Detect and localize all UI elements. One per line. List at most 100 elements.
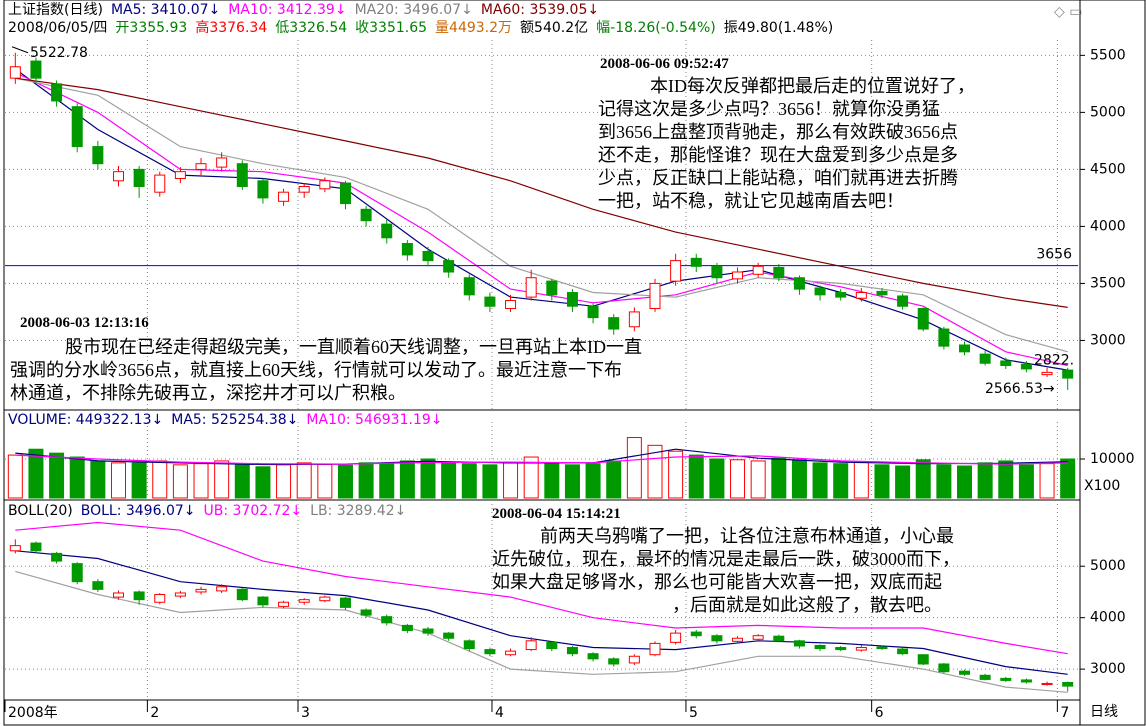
y-tick-label: 5000 <box>1090 558 1126 574</box>
candle-body <box>979 353 991 364</box>
candle-body <box>773 266 785 279</box>
header-item: 振49.80(1.48%) <box>723 20 834 36</box>
candle-body <box>979 674 991 680</box>
candle-body <box>443 260 455 273</box>
right-label: 2822. <box>1034 353 1074 369</box>
candle-body <box>463 640 475 650</box>
candle-body <box>546 280 558 296</box>
volume-bar <box>730 459 746 499</box>
indicator-line <box>15 454 1068 465</box>
candle-body <box>690 631 702 637</box>
annotation-line: ，后面就是如此这般了，散去吧。 <box>672 595 942 615</box>
candle-body <box>381 616 393 624</box>
volume-header: VOLUME: 449322.13↓ MA5: 525254.38↓ MA10: 5… <box>8 412 450 428</box>
header-item: 高3376.34 <box>195 20 268 36</box>
volume-bar <box>998 460 1014 499</box>
volume-bar <box>523 456 539 499</box>
candle-body <box>793 277 805 290</box>
volume-bar <box>977 462 993 499</box>
candle-body <box>339 182 351 205</box>
candle-body <box>690 257 702 267</box>
volume-bar <box>276 464 292 499</box>
candle-body <box>793 640 805 647</box>
volume-bar <box>172 464 188 499</box>
y-tick-label: 3500 <box>1090 275 1126 291</box>
candle-body <box>938 663 950 673</box>
candle-body <box>752 635 764 640</box>
annotation-line: 林通道，不排除先破再立，深挖井才可以广积粮。 <box>10 383 406 403</box>
min-label: 2566.53→ <box>985 381 1055 397</box>
indicator-line <box>15 521 1068 655</box>
candle-body <box>443 632 455 639</box>
header-item: 上证指数(日线) <box>8 2 103 18</box>
candle-body <box>814 287 826 296</box>
volume-bar <box>441 461 457 499</box>
max-arrow <box>11 46 29 54</box>
annotation-line: 记得这次是多少点吗？3656！就算你没勇猛 <box>598 99 940 119</box>
annotation-line: 如果大盘足够肾水，那么也可能皆大欢喜一把，双底而起 <box>492 572 942 592</box>
volume-bar <box>420 458 436 499</box>
annotation-title: 2008-06-03 12:13:16 <box>20 315 149 331</box>
volume-bar <box>214 460 230 499</box>
candle-body <box>71 563 83 583</box>
header-item: LB: 3289.42↓ <box>310 503 407 519</box>
volume-bar <box>90 460 106 499</box>
candle-body <box>1062 682 1074 687</box>
candle-body <box>92 581 104 590</box>
header-item: 额540.2亿 <box>520 20 589 36</box>
candle-body <box>525 277 537 298</box>
candle-body <box>484 649 496 655</box>
candle-body <box>319 180 331 190</box>
annotation-line: 股市现在已经走得超级完美，一直顺着60天线调整，一旦再站上本ID一直 <box>65 337 642 357</box>
candle-body <box>566 647 578 655</box>
candle-body <box>1000 677 1012 681</box>
candle-body <box>298 599 310 603</box>
candle-body <box>876 290 888 296</box>
candle-body <box>401 243 413 256</box>
candle-body <box>732 637 744 642</box>
annotation-line: 一把，站不稳，就让它见越南盾去吧！ <box>598 191 904 211</box>
volume-bar <box>69 456 85 499</box>
candle-body <box>587 305 599 319</box>
volume-bar <box>771 457 787 499</box>
x-tick-label: 4 <box>495 705 504 721</box>
header-item: 开3355.93 <box>115 20 188 36</box>
date-axis-frame <box>3 699 1081 726</box>
candle-body <box>154 174 166 193</box>
annotation-line: 前两天乌鸦嘴了一把，让各位注意布林通道，小心最 <box>540 526 954 546</box>
candle-body <box>484 296 496 307</box>
window-icons: ◇ ▭ <box>1054 4 1082 20</box>
volume-bar <box>234 463 250 499</box>
candle-body <box>71 106 83 148</box>
candle-body <box>1020 679 1032 683</box>
candle-body <box>422 628 434 634</box>
volume-bar <box>152 460 168 499</box>
x-tick-label: 5 <box>689 705 698 721</box>
header-item: 2008/06/05/四 <box>8 20 108 36</box>
candle-body <box>216 157 228 168</box>
volume-bar <box>296 462 312 499</box>
indicator-line <box>15 570 1068 693</box>
candle-body <box>546 641 558 650</box>
y-tick-label: 3000 <box>1090 661 1126 677</box>
candle-body <box>1000 360 1012 367</box>
volume-bar <box>668 450 684 499</box>
header-item: 低3326.54 <box>275 20 348 36</box>
candle-body <box>587 653 599 660</box>
boll-header: BOLL(20) BOLL: 3496.07↓ UB: 3702.72↓ LB: 32… <box>8 503 414 519</box>
y-tick-label: 5000 <box>1090 104 1126 120</box>
header-item: MA5: 525254.38↓ <box>171 412 299 428</box>
candle-body <box>670 260 682 282</box>
candle-body <box>1041 371 1053 376</box>
volume-bar <box>49 452 65 499</box>
candle-body <box>855 647 867 651</box>
candle-body <box>525 640 537 651</box>
volume-bar <box>750 460 766 499</box>
candle-body <box>649 642 661 656</box>
header-item: MA10: 546931.19↓ <box>306 412 443 428</box>
candle-body <box>51 83 63 102</box>
indicator-line <box>15 77 1068 308</box>
volume-bar <box>255 466 271 499</box>
volume-bar <box>874 464 890 499</box>
volume-bar <box>833 463 849 499</box>
